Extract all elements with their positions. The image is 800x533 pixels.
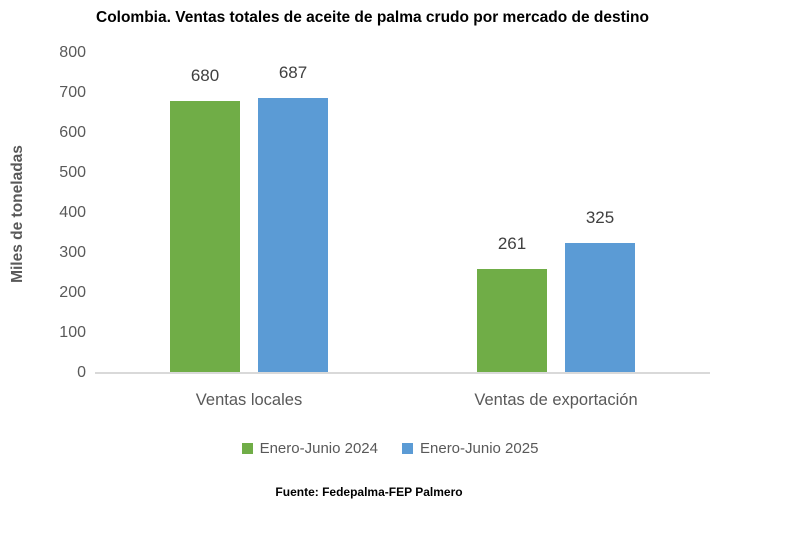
legend-label: Enero-Junio 2025 bbox=[420, 440, 539, 457]
bar-enero-junio-2024 bbox=[477, 269, 547, 373]
y-tick-label: 400 bbox=[59, 204, 86, 221]
legend-item: Enero-Junio 2025 bbox=[402, 440, 538, 457]
chart-title: Colombia. Ventas totales de aceite de pa… bbox=[96, 9, 649, 26]
y-tick-label: 0 bbox=[77, 364, 86, 381]
legend-item: Enero-Junio 2024 bbox=[241, 440, 378, 457]
legend-swatch-icon bbox=[402, 443, 413, 454]
bar-value-label: 325 bbox=[585, 208, 615, 227]
legend-label: Enero-Junio 2024 bbox=[259, 440, 378, 457]
bar-enero-junio-2025 bbox=[258, 98, 328, 373]
source-note: Fuente: Fedepalma-FEP Palmero bbox=[275, 485, 463, 499]
y-tick-label: 300 bbox=[59, 244, 86, 261]
x-axis-line bbox=[95, 372, 710, 374]
x-category-label: Ventas de exportación bbox=[474, 391, 638, 409]
legend: Enero-Junio 2024 Enero-Junio 2025 bbox=[0, 440, 780, 457]
bar-value-label: 680 bbox=[190, 66, 220, 85]
bar-enero-junio-2024 bbox=[170, 101, 240, 373]
bar-value-label: 687 bbox=[278, 63, 308, 82]
bar-value-label: 261 bbox=[497, 234, 527, 253]
y-tick-label: 800 bbox=[59, 44, 86, 61]
y-tick-label: 700 bbox=[59, 84, 86, 101]
y-tick-label: 600 bbox=[59, 124, 86, 141]
legend-swatch-icon bbox=[241, 443, 253, 454]
bar-enero-junio-2025 bbox=[565, 243, 635, 373]
y-tick-label: 200 bbox=[59, 284, 86, 301]
y-tick-label: 100 bbox=[59, 324, 86, 341]
x-category-label: Ventas locales bbox=[195, 391, 303, 409]
y-tick-label: 500 bbox=[59, 164, 86, 181]
